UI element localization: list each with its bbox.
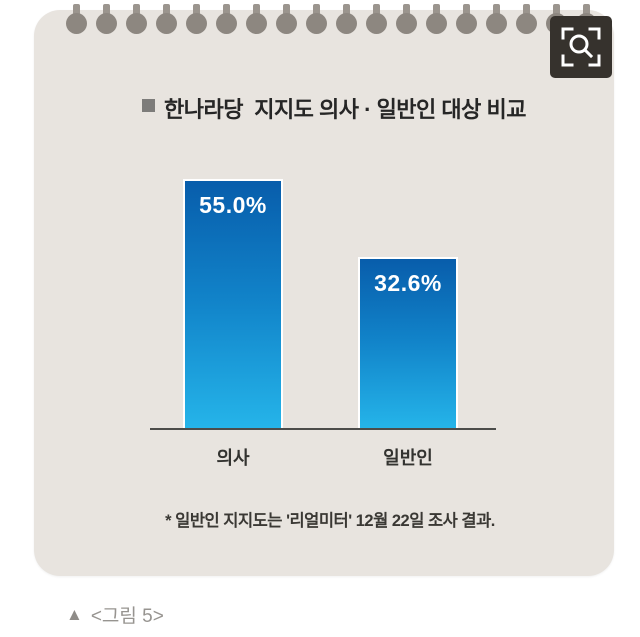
pin-icon: [96, 4, 118, 38]
binding-pins: [66, 4, 606, 40]
category-label-doctors: 의사: [216, 448, 250, 468]
bar-value-label: 32.6%: [374, 270, 442, 296]
title-bullet-icon: [142, 99, 156, 112]
pin-icon: [126, 4, 148, 38]
bar-value-label: 55.0%: [199, 192, 267, 218]
pin-icon: [486, 4, 508, 38]
pin-icon: [186, 4, 208, 38]
pin-icon: [396, 4, 418, 38]
bar-doctors: 55.0%: [183, 179, 283, 428]
figure-caption-text: <그림 5>: [90, 606, 164, 627]
magnifier-viewfinder-icon: [561, 27, 601, 67]
pin-icon: [276, 4, 298, 38]
x-axis-line: [150, 428, 496, 430]
footnote: * 일반인 지지도는 '리얼미터' 12월 22일 조사 결과.: [165, 512, 495, 530]
chart-title-text: 한나라당 지지도 의사 · 일반인 대상 비교: [164, 97, 526, 122]
notepad-card: [34, 10, 614, 576]
triangle-marker-icon: ▲: [66, 604, 83, 624]
pin-icon: [456, 4, 478, 38]
bar-public: 32.6%: [358, 257, 458, 428]
category-label-public: 일반인: [383, 448, 433, 468]
zoom-button[interactable]: [550, 16, 612, 78]
pin-icon: [156, 4, 178, 38]
chart-title: 한나라당 지지도 의사 · 일반인 대상 비교: [44, 92, 624, 124]
pin-icon: [306, 4, 328, 38]
pin-icon: [66, 4, 88, 38]
pin-icon: [366, 4, 388, 38]
pin-icon: [426, 4, 448, 38]
pin-icon: [516, 4, 538, 38]
pin-icon: [216, 4, 238, 38]
figure-caption: ▲ <그림 5>: [66, 601, 164, 628]
pin-icon: [246, 4, 268, 38]
pin-icon: [336, 4, 358, 38]
